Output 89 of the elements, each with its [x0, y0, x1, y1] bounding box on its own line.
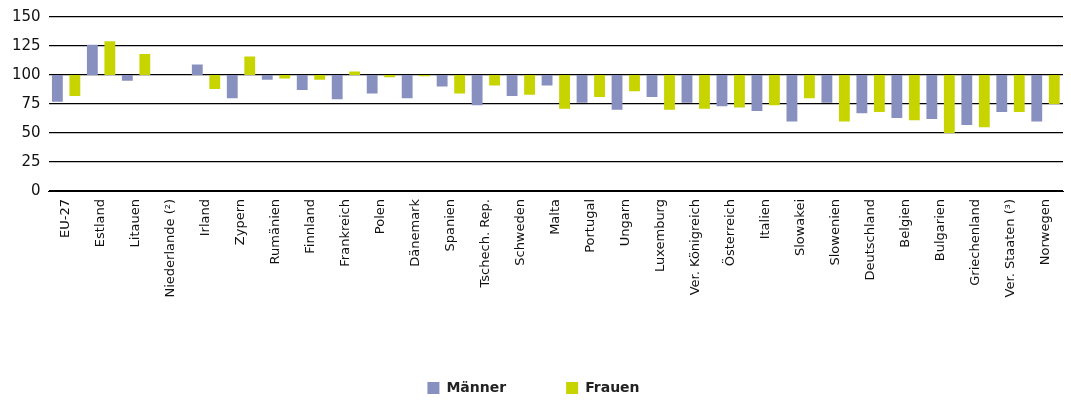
x-tick-label: Schweden	[512, 199, 528, 266]
bar	[716, 75, 728, 107]
bar	[943, 75, 955, 133]
x-tick-label: Deutschland	[861, 199, 877, 281]
bar	[873, 75, 885, 113]
x-tick-label: Luxemburg	[652, 199, 668, 273]
bar	[664, 75, 675, 110]
bar	[489, 75, 501, 86]
x-tick-label: Zypern	[232, 199, 248, 246]
bar	[104, 41, 116, 75]
bar	[734, 75, 745, 108]
x-tick-label: Ungarn	[617, 199, 633, 247]
bar	[908, 75, 920, 121]
bar	[838, 75, 850, 122]
bar	[436, 75, 448, 87]
x-tick-label: Slowenien	[827, 199, 843, 266]
x-tick-label: Polen	[372, 199, 388, 235]
y-tick-label: 50	[21, 122, 41, 141]
x-tick-label: Norwegen	[1036, 199, 1052, 266]
bar	[296, 75, 308, 91]
x-tick-label: Österreich	[721, 199, 738, 267]
bar	[961, 75, 973, 125]
x-tick-label: Tschech. Rep.	[477, 199, 493, 289]
x-tick-label: Malta	[547, 199, 563, 235]
bar	[69, 75, 81, 96]
bar	[1031, 75, 1043, 122]
x-tick-label: Belgien	[896, 199, 912, 248]
x-tick-label: Finnland	[302, 199, 318, 254]
x-tick-label: Estland	[92, 199, 108, 248]
bar	[978, 75, 990, 128]
bar	[821, 75, 833, 103]
x-tick-label: Ver. Staaten (³)	[1001, 199, 1017, 298]
bar	[209, 75, 221, 89]
y-tick-label: 100	[11, 64, 41, 83]
x-tick-label: Griechenland	[966, 199, 982, 286]
y-tick-label: 25	[21, 151, 41, 170]
bar	[996, 75, 1008, 113]
legend-label: Männer	[446, 378, 507, 395]
bar	[699, 75, 710, 109]
bar	[226, 75, 238, 99]
x-tick-label: Spanien	[442, 199, 458, 252]
y-tick-label: 125	[11, 35, 41, 54]
y-tick-label: 75	[21, 93, 41, 112]
x-tick-label: Ver. Königreich	[687, 199, 703, 296]
bar	[139, 54, 151, 75]
bar	[244, 56, 256, 75]
x-tick-label: Slowakei	[792, 199, 808, 257]
bar	[1048, 75, 1060, 104]
x-tick-label: Frankreich	[337, 199, 353, 267]
y-tick-label: 0	[31, 180, 41, 199]
bar	[261, 75, 273, 80]
x-tick-label: Niederlande (²)	[162, 199, 178, 298]
bar	[594, 75, 605, 98]
bar	[769, 75, 780, 106]
bar	[751, 75, 763, 111]
bar	[331, 75, 343, 100]
bar	[506, 75, 518, 96]
bar	[681, 75, 693, 103]
bar	[1013, 75, 1025, 113]
bar	[366, 75, 378, 94]
x-tick-label: Rumänien	[267, 199, 283, 265]
bar	[191, 64, 203, 75]
x-tick-label: Italien	[757, 199, 773, 240]
bar	[576, 75, 588, 103]
bar	[86, 44, 98, 75]
bar	[926, 75, 938, 120]
y-tick-label: 150	[11, 6, 41, 25]
x-tick-label: Portugal	[582, 199, 598, 253]
bar	[401, 75, 413, 99]
bar	[559, 75, 570, 109]
bar	[646, 75, 658, 98]
x-tick-label: Dänemark	[407, 198, 423, 267]
bar	[454, 75, 466, 94]
bar	[856, 75, 868, 114]
x-tick-label: EU-27	[57, 199, 73, 238]
x-tick-label: Litauen	[127, 199, 143, 248]
bar	[121, 75, 133, 81]
bar	[524, 75, 535, 95]
bar	[314, 75, 326, 80]
bar	[803, 75, 815, 99]
bar	[891, 75, 903, 118]
bar	[611, 75, 623, 110]
x-tick-label: Irland	[197, 199, 213, 237]
bar	[786, 75, 798, 122]
legend-label: Frauen	[585, 378, 640, 395]
bar	[629, 75, 640, 92]
bar	[471, 75, 483, 106]
bar	[51, 75, 63, 102]
x-tick-label: Bulgarien	[931, 199, 947, 262]
